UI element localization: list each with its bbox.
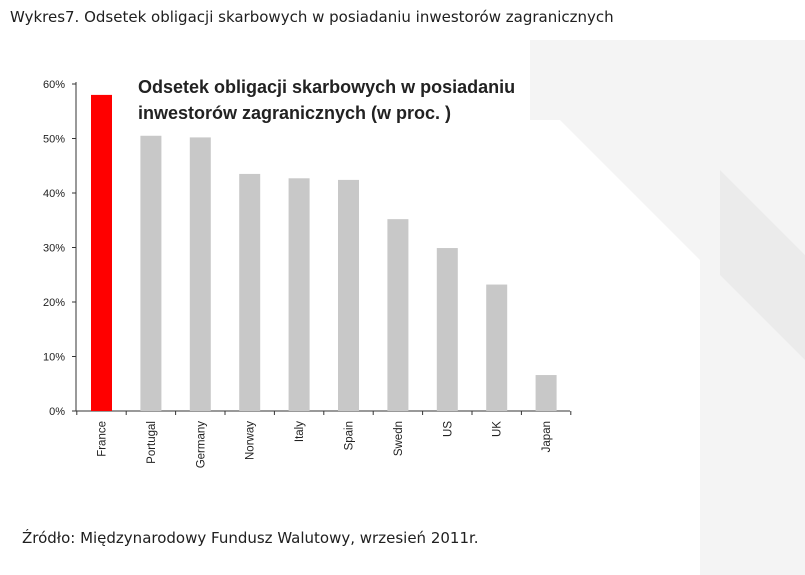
y-tick-label: 60%: [43, 79, 65, 91]
y-tick-label: 0%: [49, 406, 65, 418]
bar-us: [436, 248, 458, 411]
y-tick-label: 50%: [43, 134, 65, 146]
y-tick-label: 30%: [43, 243, 65, 255]
y-tick-label: 10%: [43, 352, 65, 364]
y-tick-label: 40%: [43, 188, 65, 200]
category-label: UK: [492, 421, 504, 437]
bar-france: [91, 94, 112, 412]
category-label: Portugal: [146, 421, 158, 464]
bars: [91, 94, 557, 412]
category-label: France: [97, 421, 109, 457]
category-label: Germany: [195, 421, 207, 469]
source-note: Źródło: Międzynarodowy Fundusz Walutowy,…: [22, 529, 479, 547]
bar-portugal: [140, 135, 162, 411]
chart-title-line2: inwestorów zagranicznych (w proc. ): [138, 103, 451, 123]
bar-japan: [535, 375, 557, 411]
bar-chart: Odsetek obligacji skarbowych w posiadani…: [43, 77, 572, 469]
bar-norway: [239, 173, 261, 411]
chart-title: Odsetek obligacji skarbowych w posiadani…: [138, 77, 515, 97]
category-label: Norway: [245, 421, 257, 460]
bar-swedn: [387, 219, 409, 411]
bar-germany: [189, 137, 211, 411]
category-label: Italy: [294, 421, 306, 442]
bar-uk: [486, 284, 508, 411]
category-labels: France Portugal Germany Norway Italy Spain Swe…: [97, 421, 554, 469]
bar-italy: [288, 178, 310, 411]
bar-spain: [338, 179, 359, 411]
y-tick-label: 20%: [43, 297, 65, 309]
category-label: Swedn: [393, 421, 405, 456]
figure-caption: Wykres7. Odsetek obligacji skarbowych w …: [10, 8, 614, 26]
category-label: US: [442, 421, 454, 437]
category-label: Spain: [344, 421, 356, 450]
category-label: Japan: [541, 421, 553, 452]
